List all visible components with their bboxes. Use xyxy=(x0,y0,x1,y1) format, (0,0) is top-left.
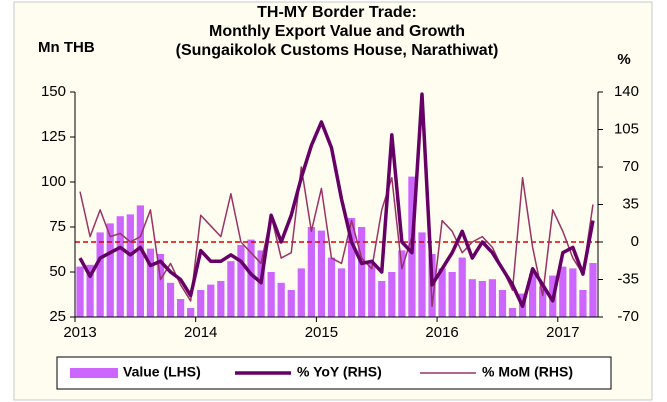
bar xyxy=(448,272,456,317)
bar xyxy=(146,248,155,317)
bar xyxy=(317,230,326,317)
bar xyxy=(579,290,587,317)
bar xyxy=(187,308,195,317)
bar xyxy=(398,250,406,317)
bar xyxy=(307,227,315,317)
y2-tick-label: 105 xyxy=(614,120,639,137)
x-tick-label: 2014 xyxy=(184,324,217,341)
bar xyxy=(508,308,517,317)
bar xyxy=(468,279,476,317)
y2-tick-label: 35 xyxy=(622,195,639,212)
y-tick-label: 25 xyxy=(49,308,66,325)
bar xyxy=(217,281,225,317)
bar xyxy=(116,216,124,317)
bar xyxy=(207,284,215,317)
bar xyxy=(267,272,275,317)
line-series xyxy=(78,92,595,309)
chart-title: (Sungaikolok Customs House, Narathiwat) xyxy=(176,42,499,59)
bar xyxy=(297,268,305,317)
legend-swatch xyxy=(70,368,118,378)
bar xyxy=(418,232,426,317)
bar xyxy=(498,290,507,317)
bar xyxy=(136,205,144,317)
bar xyxy=(539,286,547,317)
y-tick-label: 75 xyxy=(49,218,66,235)
bar xyxy=(569,268,577,317)
bar xyxy=(378,281,386,317)
bar xyxy=(227,261,235,317)
legend-label: % YoY (RHS) xyxy=(297,364,382,380)
bar xyxy=(488,279,497,317)
bar xyxy=(337,268,346,317)
bar xyxy=(106,223,114,317)
bar xyxy=(197,290,205,317)
y-tick-label: 50 xyxy=(49,263,66,280)
legend-box xyxy=(56,356,612,390)
legend-label: % MoM (RHS) xyxy=(482,364,573,380)
y2-tick-label: 70 xyxy=(622,158,639,175)
x-tick-label: 2017 xyxy=(546,324,579,341)
bar xyxy=(458,257,466,317)
bar xyxy=(176,299,185,317)
bar xyxy=(529,273,537,317)
chart-frame xyxy=(13,1,653,401)
y-tick-label: 150 xyxy=(41,83,66,100)
bar xyxy=(277,282,285,317)
bar xyxy=(166,282,175,317)
bar xyxy=(559,266,567,317)
y-tick-label: 100 xyxy=(41,173,66,190)
bar xyxy=(287,290,295,317)
bar xyxy=(76,266,84,317)
bar xyxy=(388,272,396,317)
y2-tick-label: -70 xyxy=(617,308,639,325)
bar xyxy=(156,254,165,317)
y2-tick-label: 140 xyxy=(614,83,639,100)
bar xyxy=(247,239,255,317)
bar xyxy=(438,268,446,317)
legend-label: Value (LHS) xyxy=(123,364,201,380)
bar xyxy=(347,218,356,317)
x-tick-label: 2013 xyxy=(63,324,96,341)
y2-tick-label: 0 xyxy=(631,233,639,250)
bar xyxy=(478,281,486,317)
y-axis-label: Mn THB xyxy=(38,39,95,56)
bar xyxy=(368,263,376,317)
bar xyxy=(237,245,245,317)
chart-title: TH-MY Border Trade: xyxy=(257,4,417,21)
bar xyxy=(327,257,336,317)
y-tick-label: 125 xyxy=(41,128,66,145)
x-tick-label: 2016 xyxy=(425,324,458,341)
chart-title: Monthly Export Value and Growth xyxy=(209,23,465,40)
bar xyxy=(96,232,104,317)
y2-axis-label: % xyxy=(617,51,630,68)
x-tick-label: 2015 xyxy=(305,324,338,341)
bar xyxy=(126,214,134,317)
bar xyxy=(358,227,366,317)
bar xyxy=(589,263,597,317)
y2-tick-label: -35 xyxy=(617,270,639,287)
bar xyxy=(86,264,94,317)
